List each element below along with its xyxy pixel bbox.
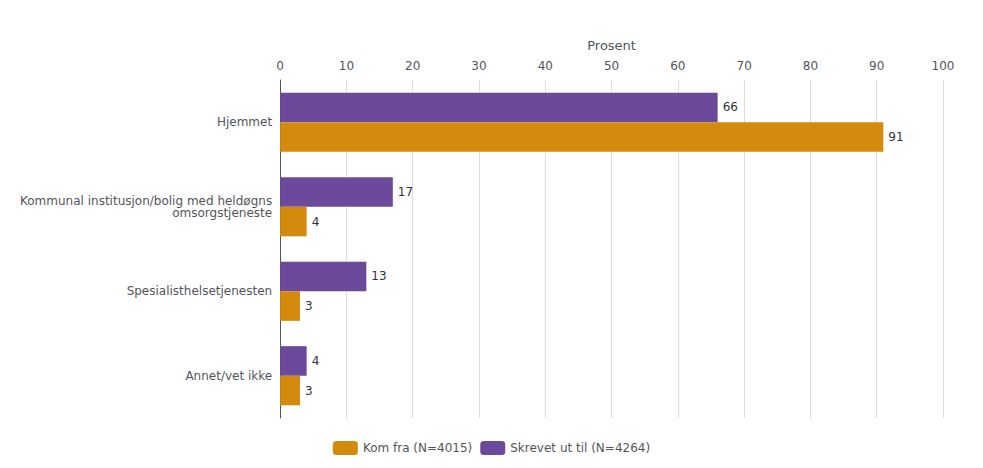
svg-text:100: 100 [932, 59, 955, 73]
svg-text:3: 3 [305, 299, 313, 313]
svg-text:Spesialisthelsetjenesten: Spesialisthelsetjenesten [127, 284, 273, 298]
svg-text:0: 0 [276, 59, 284, 73]
svg-text:Annet/vet ikke: Annet/vet ikke [185, 369, 272, 383]
svg-text:Hjemmet: Hjemmet [217, 115, 273, 129]
svg-text:91: 91 [888, 130, 903, 144]
svg-text:13: 13 [371, 269, 386, 283]
svg-text:70: 70 [737, 59, 752, 73]
svg-text:4: 4 [312, 354, 320, 368]
svg-text:17: 17 [398, 185, 413, 199]
svg-text:40: 40 [538, 59, 553, 73]
svg-text:90: 90 [869, 59, 884, 73]
svg-text:60: 60 [670, 59, 685, 73]
svg-text:10: 10 [339, 59, 354, 73]
svg-text:4: 4 [312, 215, 320, 229]
svg-text:80: 80 [803, 59, 818, 73]
svg-text:Kom fra (N=4015): Kom fra (N=4015) [363, 441, 472, 455]
svg-text:Kommunal institusjon/bolig med: Kommunal institusjon/bolig med heldøgns [20, 193, 273, 208]
svg-text:3: 3 [305, 384, 313, 398]
svg-text:20: 20 [405, 59, 420, 73]
svg-text:Prosent: Prosent [587, 38, 636, 53]
svg-text:Skrevet ut til (N=4264): Skrevet ut til (N=4264) [510, 441, 650, 455]
svg-text:66: 66 [723, 100, 738, 114]
svg-text:50: 50 [604, 59, 619, 73]
svg-text:30: 30 [471, 59, 486, 73]
svg-text:omsorgstjeneste: omsorgstjeneste [172, 206, 272, 220]
